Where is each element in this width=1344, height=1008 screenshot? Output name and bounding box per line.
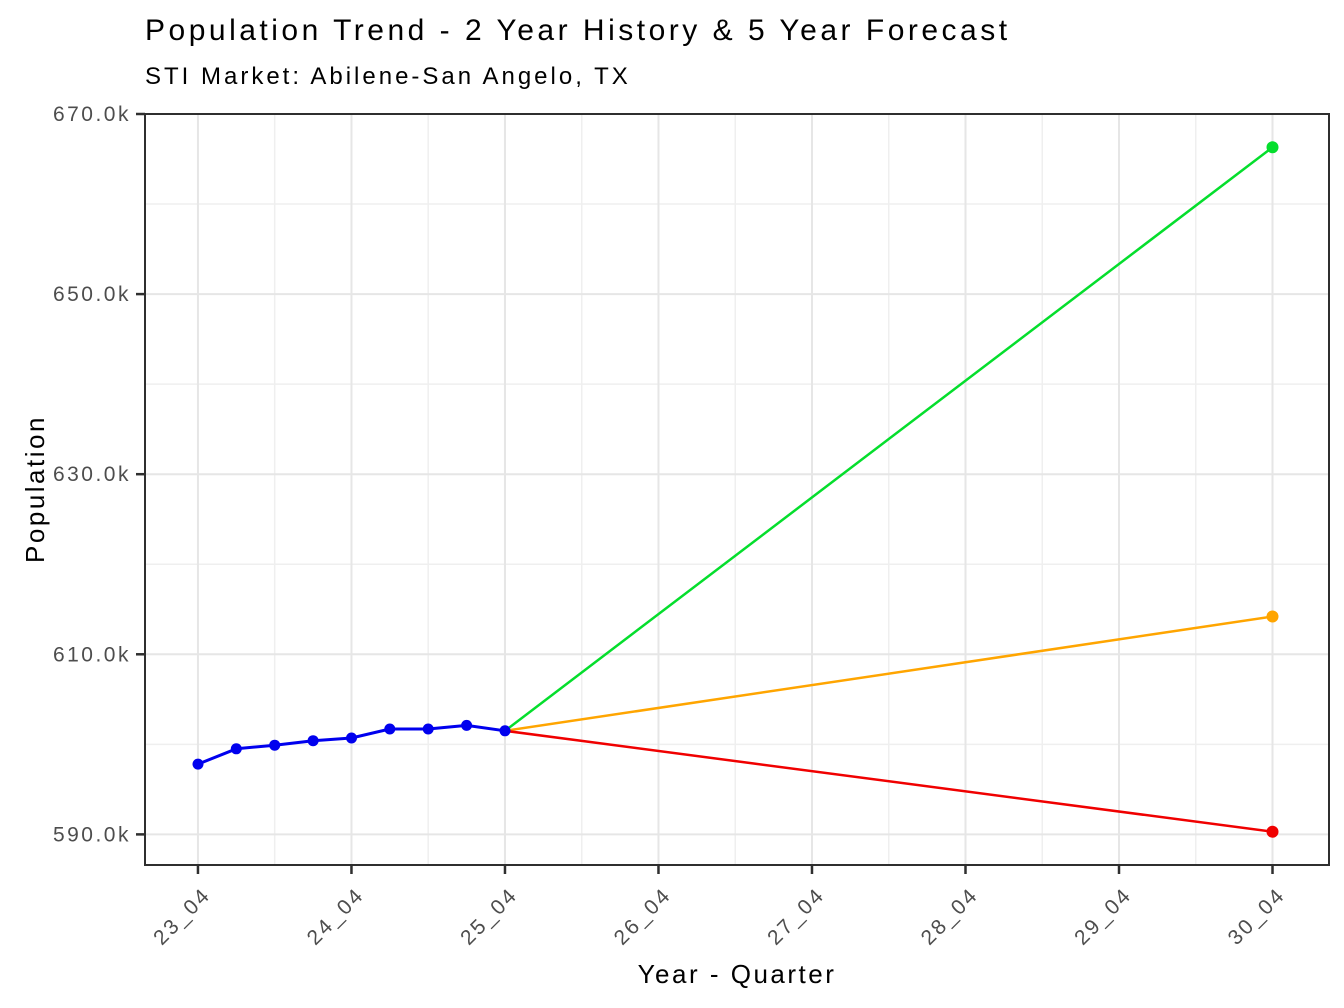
y-axis-tick-labels: 590.0k 610.0k 630.0k 650.0k 670.0k bbox=[53, 103, 131, 846]
forecast-base-line bbox=[503, 615, 1274, 733]
x-tick-label: 29_04 bbox=[1070, 883, 1136, 949]
history-point bbox=[346, 732, 357, 744]
y-axis-title: Population bbox=[20, 415, 50, 563]
y-tick-label: 590.0k bbox=[53, 823, 131, 846]
forecast-low-line bbox=[503, 729, 1274, 833]
minor-gridlines bbox=[145, 114, 1329, 865]
history-point bbox=[269, 739, 281, 751]
x-tick-label: 24_04 bbox=[303, 883, 369, 949]
x-tick-label: 27_04 bbox=[763, 883, 829, 949]
y-tick-label: 650.0k bbox=[53, 283, 131, 306]
forecast-low-point bbox=[1266, 825, 1279, 838]
y-tick-label: 630.0k bbox=[53, 463, 131, 486]
x-tick-label: 30_04 bbox=[1224, 883, 1290, 949]
history-point bbox=[192, 758, 204, 770]
history-point bbox=[461, 719, 473, 731]
plot-panel-border bbox=[144, 113, 1330, 866]
y-tick-label: 610.0k bbox=[53, 643, 131, 666]
history-point bbox=[230, 743, 242, 755]
major-gridlines bbox=[145, 113, 1329, 865]
y-tick-label: 670.0k bbox=[53, 103, 131, 126]
x-tick-label: 28_04 bbox=[917, 883, 983, 949]
history-point bbox=[422, 723, 434, 735]
history-point bbox=[307, 735, 319, 747]
chart-subtitle: STI Market: Abilene-San Angelo, TX bbox=[145, 63, 631, 90]
x-tick-label: 23_04 bbox=[149, 883, 215, 949]
forecast-high-point bbox=[1266, 141, 1279, 154]
x-tick-label: 26_04 bbox=[610, 883, 676, 949]
history-point bbox=[384, 723, 396, 735]
x-axis-tick-labels: 23_04 24_04 25_04 26_04 27_04 28_04 29_04 30_04 bbox=[149, 883, 1290, 949]
chart-title: Population Trend - 2 Year History & 5 Ye… bbox=[145, 14, 1011, 47]
history-point bbox=[499, 725, 511, 737]
x-tick-label: 25_04 bbox=[456, 883, 522, 949]
x-axis-title: Year - Quarter bbox=[638, 959, 837, 989]
forecast-high-line bbox=[503, 146, 1274, 733]
series-markers bbox=[192, 141, 1279, 838]
forecast-base-point bbox=[1266, 610, 1279, 623]
axis-tick-marks bbox=[136, 112, 1274, 874]
